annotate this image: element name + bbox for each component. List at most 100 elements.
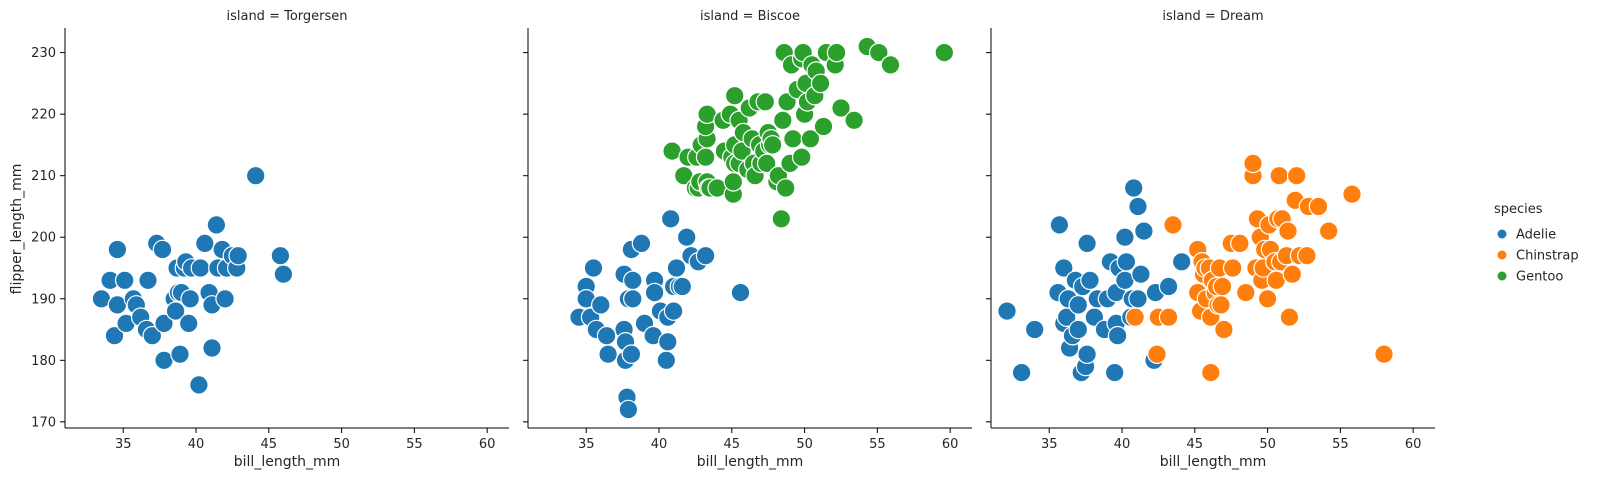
data-point-adelie xyxy=(142,325,163,346)
data-point-adelie xyxy=(1049,215,1070,235)
legend-marker-gentoo xyxy=(1497,271,1507,281)
data-point-chinstrap xyxy=(1257,288,1278,309)
panel-1: island = Torgersen 35 40 45 50 55 60 170 180 190 2… xyxy=(31,9,509,470)
x-axis-label: bill_length_mm xyxy=(1160,454,1266,470)
y-tick-label: 230 xyxy=(31,46,56,61)
legend-marker-adelie xyxy=(1497,229,1507,239)
data-point-chinstrap xyxy=(1286,165,1307,186)
data-point-chinstrap xyxy=(1278,221,1298,241)
x-axis-label: bill_length_mm xyxy=(697,454,803,470)
data-point-adelie xyxy=(154,313,174,334)
data-point-adelie xyxy=(730,282,751,303)
y-tick-label: 180 xyxy=(31,354,56,369)
legend-label-chinstrap: Chinstrap xyxy=(1516,249,1579,264)
legend-marker-chinstrap xyxy=(1497,250,1507,260)
x-tick-label: 60 xyxy=(479,437,496,452)
data-point-adelie xyxy=(590,295,611,315)
data-point-chinstrap xyxy=(1243,153,1263,174)
data-point-adelie xyxy=(663,301,684,321)
legend-entry-chinstrap: Chinstrap xyxy=(1497,249,1579,264)
y-axis-label: flipper_length_mm xyxy=(9,164,25,295)
data-point-gentoo xyxy=(810,73,831,94)
data-point-adelie xyxy=(598,344,618,364)
series-chinstrap xyxy=(1125,153,1394,383)
data-point-adelie xyxy=(1077,344,1097,364)
data-point-adelie xyxy=(657,331,678,352)
y-tick-label: 210 xyxy=(31,169,56,184)
x-tick-label: 35 xyxy=(1041,437,1058,452)
data-point-chinstrap xyxy=(1222,258,1243,278)
data-point-adelie xyxy=(1128,288,1148,309)
legend-entry-adelie: Adelie xyxy=(1497,228,1556,243)
y-tick-label: 190 xyxy=(31,292,56,307)
data-point-adelie xyxy=(622,270,643,291)
data-point-chinstrap xyxy=(1279,307,1300,327)
data-point-adelie xyxy=(1024,319,1045,340)
data-point-adelie xyxy=(1158,276,1179,297)
data-point-chinstrap xyxy=(1201,362,1221,383)
data-point-adelie xyxy=(676,227,697,247)
data-point-chinstrap xyxy=(1282,264,1303,284)
data-point-gentoo xyxy=(783,129,803,149)
data-point-adelie xyxy=(695,245,716,266)
data-point-adelie xyxy=(245,165,266,186)
data-point-adelie xyxy=(114,270,135,291)
series-adelie xyxy=(91,165,294,395)
y-tick-label: 220 xyxy=(31,108,56,123)
data-point-adelie xyxy=(997,301,1017,321)
data-point-chinstrap xyxy=(1269,165,1289,186)
data-point-gentoo xyxy=(724,85,745,106)
data-point-adelie xyxy=(270,245,291,266)
data-point-adelie xyxy=(215,288,235,309)
data-point-adelie xyxy=(1080,270,1100,291)
data-point-adelie xyxy=(1128,196,1148,217)
data-point-chinstrap xyxy=(1158,307,1179,327)
data-point-gentoo xyxy=(826,42,847,63)
data-point-adelie xyxy=(644,282,665,303)
data-point-adelie xyxy=(1068,319,1089,340)
data-point-gentoo xyxy=(775,178,796,198)
data-point-adelie xyxy=(618,399,639,420)
data-point-adelie xyxy=(195,233,215,254)
x-tick-label: 55 xyxy=(406,437,423,452)
panel-title: island = Dream xyxy=(1162,9,1263,24)
x-tick-label: 45 xyxy=(261,437,278,452)
panel-title: island = Biscoe xyxy=(700,9,800,24)
panel-2: island = Biscoe 35 40 45 50 55 60 bill_length_m… xyxy=(523,9,972,470)
data-point-gentoo xyxy=(934,42,955,63)
data-point-adelie xyxy=(180,288,200,309)
data-point-chinstrap xyxy=(1147,344,1167,364)
data-point-chinstrap xyxy=(1212,276,1233,297)
data-point-gentoo xyxy=(695,147,716,167)
legend-entry-gentoo: Gentoo xyxy=(1497,270,1563,285)
x-tick-label: 40 xyxy=(651,437,668,452)
data-point-chinstrap xyxy=(1214,319,1234,340)
data-point-chinstrap xyxy=(1308,196,1329,217)
data-point-adelie xyxy=(631,233,652,254)
x-axis-label: bill_length_mm xyxy=(234,454,340,470)
legend-label-gentoo: Gentoo xyxy=(1516,270,1563,285)
x-tick-label: 50 xyxy=(1259,437,1276,452)
data-point-gentoo xyxy=(844,110,864,131)
data-point-adelie xyxy=(206,215,227,235)
data-point-chinstrap xyxy=(1374,344,1394,364)
x-tick-label: 45 xyxy=(724,437,741,452)
x-tick-label: 40 xyxy=(188,437,205,452)
legend-label-adelie: Adelie xyxy=(1516,228,1556,243)
data-point-adelie xyxy=(1107,325,1128,346)
data-point-adelie xyxy=(189,375,209,395)
data-point-chinstrap xyxy=(1163,215,1183,235)
data-point-adelie xyxy=(1134,221,1154,241)
y-tick-label: 200 xyxy=(31,231,56,246)
y-tick-label: 170 xyxy=(31,415,56,430)
data-point-adelie xyxy=(1054,258,1074,278)
data-point-chinstrap xyxy=(1342,184,1362,204)
facet-panels: island = Torgersen 35 40 45 50 55 60 170 180 190 2… xyxy=(31,9,1435,470)
data-point-gentoo xyxy=(800,129,821,149)
x-tick-label: 35 xyxy=(578,437,595,452)
x-tick-label: 55 xyxy=(1332,437,1349,452)
data-point-gentoo xyxy=(813,116,834,137)
data-point-gentoo xyxy=(880,55,901,75)
data-point-chinstrap xyxy=(1211,295,1231,315)
